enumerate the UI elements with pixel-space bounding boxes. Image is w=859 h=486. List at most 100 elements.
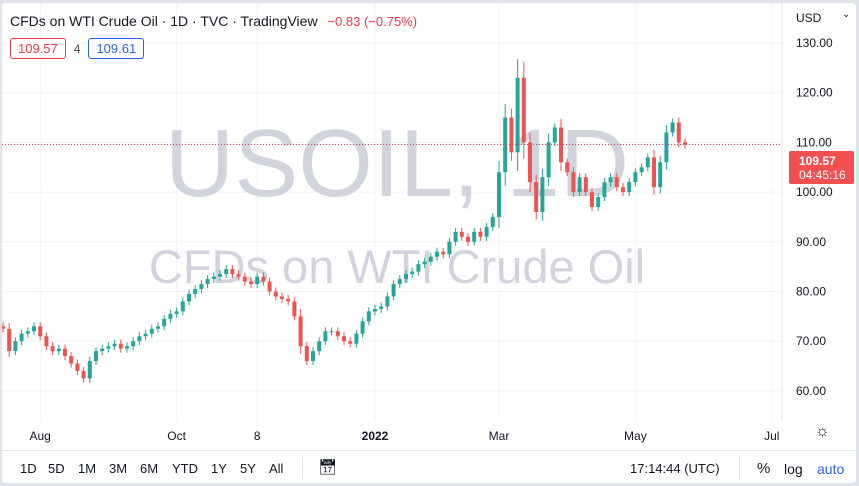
candle-body: [187, 293, 191, 302]
candle-body: [546, 142, 551, 178]
candle-body: [224, 269, 229, 275]
range-1y[interactable]: 1Y: [211, 461, 227, 476]
candle-body: [329, 331, 334, 333]
range-3m[interactable]: 3M: [109, 461, 128, 476]
candle-body: [459, 231, 464, 237]
y-tick-label: 100.00: [796, 185, 833, 199]
candle-body: [366, 311, 371, 322]
candle-body: [416, 264, 421, 272]
candle-body: [38, 326, 43, 337]
x-tick-label: Aug: [29, 429, 51, 443]
range-5d[interactable]: 5D: [48, 461, 65, 476]
candle-body: [335, 331, 340, 337]
x-tick-label: Oct: [167, 429, 186, 443]
x-tick-label: 8: [253, 429, 261, 443]
candle-body: [478, 231, 483, 237]
candle-body: [441, 251, 446, 255]
candle-body: [534, 182, 539, 212]
candle-body: [602, 182, 607, 198]
candle-body: [112, 343, 117, 347]
bottom-toolbar: 1D 5D 1M 3M 6M YTD 1Y 5Y All 📅︎ 17:14:44…: [2, 450, 856, 483]
candle-body: [75, 363, 80, 372]
candle-body: [528, 142, 532, 183]
candle-body: [385, 296, 390, 307]
currency-selector[interactable]: USD: [796, 11, 822, 25]
symbol-title: CFDs on WTI Crude Oil · 1D · TVC · Tradi…: [10, 13, 318, 29]
candle-body: [577, 177, 582, 193]
candle-body: [652, 157, 656, 188]
x-tick-label: Mar: [488, 429, 510, 443]
candle-body: [267, 281, 272, 292]
candle-body: [614, 177, 619, 188]
candle-body: [453, 231, 458, 242]
candle-body: [236, 274, 241, 277]
y-tick-label: 80.00: [796, 285, 826, 299]
candle-body: [106, 346, 111, 349]
candle-body: [205, 279, 210, 285]
bar-countdown: 04:45:16: [799, 168, 846, 182]
candle-body: [7, 328, 12, 352]
y-tick-label: 130.00: [796, 36, 833, 50]
candle-body: [168, 313, 173, 319]
candle-body: [565, 162, 570, 173]
watermark-name: CFDs on WTI Crude Oil: [149, 240, 645, 293]
candle-body: [676, 122, 681, 143]
candle-body: [404, 274, 408, 280]
candle-body: [373, 308, 377, 312]
candle-body: [435, 251, 439, 257]
time-axis[interactable]: Aug Oct 8 2022 Mar May Jul: [2, 421, 856, 447]
candle-body: [466, 236, 470, 242]
y-tick-label: 120.00: [796, 86, 833, 100]
range-1d[interactable]: 1D: [20, 461, 37, 476]
candle-body: [515, 77, 520, 153]
candle-body: [354, 333, 359, 344]
ask-button[interactable]: 109.61: [88, 38, 145, 59]
clock-time[interactable]: 17:14:44 (UTC): [630, 461, 720, 476]
candle-body: [664, 132, 669, 163]
candle-body: [317, 341, 322, 352]
candle-body: [552, 127, 557, 143]
settings-gear-icon[interactable]: ☼: [815, 423, 830, 440]
candle-body: [156, 326, 160, 329]
chart-widget: USOIL, 1D CFDs on WTI Crude Oil 130.00 120.…: [2, 3, 856, 483]
go-to-date-calendar-icon[interactable]: 📅︎: [318, 459, 338, 476]
range-6m[interactable]: 6M: [140, 461, 159, 476]
candle-body: [56, 348, 61, 352]
candle-body: [391, 284, 396, 297]
bid-button[interactable]: 109.57: [10, 38, 66, 59]
x-tick-label: Jul: [764, 429, 780, 443]
candle-body: [100, 348, 105, 352]
candle-body: [509, 117, 514, 153]
range-1m[interactable]: 1M: [78, 461, 97, 476]
candle-body: [131, 341, 136, 347]
divider: [302, 457, 303, 479]
candle-body: [63, 348, 67, 357]
candle-body: [50, 346, 55, 352]
candle-body: [13, 341, 18, 352]
candle-body: [472, 231, 477, 242]
percent-toggle[interactable]: %: [757, 460, 771, 477]
candle-body: [342, 336, 346, 342]
range-all[interactable]: All: [269, 461, 284, 476]
candle-body: [540, 177, 545, 212]
auto-scale-toggle[interactable]: auto: [817, 461, 845, 477]
candle-body: [397, 279, 402, 285]
log-toggle[interactable]: log: [784, 461, 803, 477]
candle-body: [81, 371, 86, 379]
candle-body: [19, 333, 24, 342]
candle-body: [193, 289, 198, 294]
range-5y[interactable]: 5Y: [240, 461, 256, 476]
range-ytd[interactable]: YTD: [172, 461, 198, 476]
candle-body: [304, 346, 309, 362]
candle-body: [292, 301, 297, 317]
chevron-down-icon[interactable]: ⌄: [842, 9, 851, 20]
candle-body: [94, 351, 98, 362]
candle-body: [2, 326, 5, 329]
candle-body: [298, 316, 303, 347]
price-chart[interactable]: USOIL, 1D CFDs on WTI Crude Oil 130.00 120.…: [2, 3, 856, 421]
candle-body: [118, 343, 123, 349]
candle-body: [44, 336, 49, 347]
candle-body: [323, 331, 328, 342]
candle-body: [242, 276, 247, 282]
candle-body: [180, 301, 185, 312]
